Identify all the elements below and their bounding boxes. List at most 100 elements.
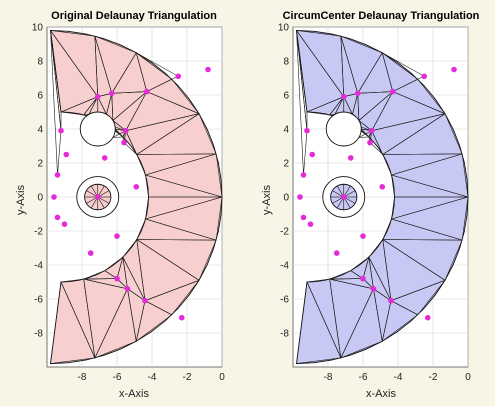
data-point [304, 127, 310, 134]
data-point [340, 194, 347, 200]
data-point [307, 221, 314, 227]
left-axes: Original Delaunay Triangulation x-Axis y… [15, 10, 225, 400]
data-point [300, 214, 307, 221]
data-point [122, 127, 129, 134]
mesh-triangle [111, 51, 148, 94]
x-tick-label: -8 [324, 372, 333, 383]
y-tick-label: 0 [37, 193, 43, 204]
right-chart-title: CircumCenter Delaunay Triangulation [283, 10, 480, 22]
left-y-axis-label: y-Axis [15, 185, 27, 215]
mesh-triangle [382, 153, 463, 176]
data-point [340, 93, 347, 100]
data-point [114, 233, 120, 239]
data-point [388, 297, 394, 304]
data-point [101, 155, 108, 161]
right-y-axis-label: y-Axis [261, 185, 273, 215]
data-point [368, 127, 375, 134]
left-x-axis-label: x-Axis [119, 388, 149, 400]
mesh-triangle [340, 35, 359, 98]
data-point [54, 172, 61, 178]
data-point [451, 66, 457, 73]
y-tick-label: 0 [283, 193, 289, 204]
x-tick-label: -8 [78, 372, 87, 383]
mesh-triangle [145, 174, 223, 198]
y-tick-label: 6 [37, 91, 43, 102]
data-point [133, 184, 140, 190]
y-tick-label: -2 [34, 227, 43, 238]
data-point [142, 297, 148, 304]
data-point [121, 139, 127, 146]
data-point [51, 194, 57, 200]
data-point [309, 151, 316, 158]
y-tick-label: 10 [278, 23, 290, 34]
data-point [360, 275, 366, 282]
mesh-hole [325, 111, 362, 147]
data-point [389, 88, 396, 95]
mesh-triangle [382, 218, 463, 241]
y-tick-label: 4 [283, 125, 289, 136]
mesh-triangle [50, 30, 62, 175]
y-tick-label: -2 [280, 227, 289, 238]
y-tick-label: -8 [280, 329, 289, 340]
y-tick-label: -8 [34, 329, 43, 340]
mesh-triangle [94, 35, 113, 98]
data-point [370, 286, 377, 292]
mesh-triangle [136, 52, 179, 80]
data-point [360, 233, 366, 239]
data-point [297, 194, 303, 200]
mesh-hole [79, 111, 116, 147]
right-x-axis-label: x-Axis [366, 388, 396, 400]
y-tick-label: 2 [37, 159, 43, 170]
y-tick-label: 2 [283, 159, 289, 170]
mesh-triangle [373, 288, 392, 342]
mesh-triangle [357, 51, 394, 94]
mesh-triangle [122, 130, 127, 143]
data-point [367, 139, 373, 146]
data-point [87, 250, 94, 256]
data-point [175, 73, 182, 80]
y-tick-label: 8 [37, 57, 43, 68]
x-tick-label: -4 [148, 372, 157, 383]
x-tick-label: -6 [113, 372, 122, 383]
mesh-triangle [136, 153, 217, 176]
data-point [54, 214, 61, 221]
y-tick-label: 6 [283, 91, 289, 102]
data-point [124, 286, 131, 292]
y-tick-label: -4 [280, 261, 289, 272]
x-tick-label: -6 [359, 372, 368, 383]
data-point [421, 73, 428, 80]
y-tick-label: 10 [32, 23, 44, 34]
right-axes: CircumCenter Delaunay Triangulation x-Ax… [261, 10, 480, 400]
data-point [347, 155, 354, 161]
mesh-triangle [127, 288, 146, 342]
data-point [94, 194, 101, 200]
data-point [58, 127, 64, 134]
x-tick-label: 0 [219, 372, 225, 383]
y-tick-label: 8 [283, 57, 289, 68]
mesh-triangle [358, 91, 394, 132]
data-point [300, 172, 307, 178]
data-point [354, 90, 361, 97]
data-point [94, 93, 101, 100]
x-tick-label: -4 [394, 372, 403, 383]
data-point [143, 88, 150, 95]
data-point [178, 314, 185, 321]
data-point [61, 221, 68, 227]
data-point [205, 66, 211, 73]
y-tick-label: 4 [37, 125, 43, 136]
x-tick-label: -2 [183, 372, 192, 383]
data-point [333, 250, 340, 256]
mesh-triangle [112, 91, 148, 132]
y-tick-label: -6 [34, 295, 43, 306]
mesh-triangle [296, 30, 308, 175]
mesh-triangle [382, 52, 425, 80]
data-point [108, 90, 115, 97]
data-point [379, 184, 386, 190]
x-tick-label: -2 [429, 372, 438, 383]
y-tick-label: -4 [34, 261, 43, 272]
left-chart-title: Original Delaunay Triangulation [51, 10, 217, 22]
data-point [63, 151, 70, 158]
data-point [114, 275, 120, 282]
x-tick-label: 0 [465, 372, 471, 383]
